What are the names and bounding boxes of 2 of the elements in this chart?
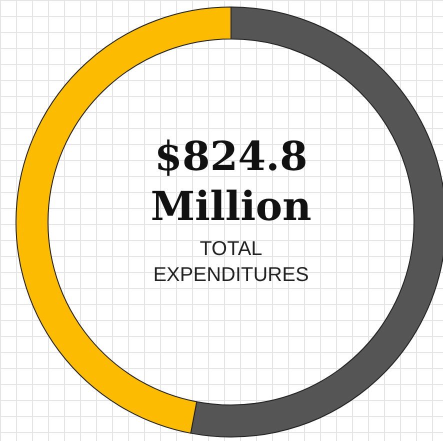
text: TOTAL EXPENDITURES bbox=[152, 237, 310, 288]
text: $824.8 Million bbox=[150, 132, 312, 232]
